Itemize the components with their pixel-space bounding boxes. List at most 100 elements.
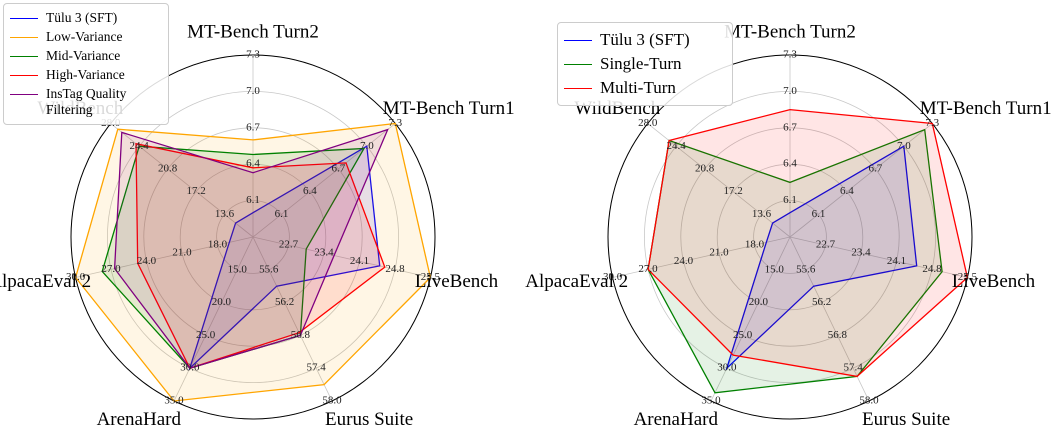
tick-label: 17.2 (723, 185, 742, 197)
series-polygon (647, 108, 969, 378)
tick-label: 56.2 (275, 296, 294, 308)
tick-label: 25.5 (421, 271, 441, 283)
axis-label: MT-Bench Turn2 (724, 21, 856, 42)
tick-label: 6.4 (840, 185, 854, 197)
tick-label: 24.8 (385, 263, 405, 275)
tick-label: 24.4 (130, 140, 150, 152)
tick-label: 30.0 (180, 362, 200, 374)
legend-label: Tülu 3 (SFT) (600, 30, 690, 49)
legend-label: High-Variance (46, 67, 125, 82)
axis-spoke (612, 236, 791, 278)
tick-label: 7.3 (925, 117, 939, 129)
tick-label: 35.0 (164, 395, 184, 407)
radar-chart: 6.1 6.4 6.7 7.0 7.3 6.1 6.4 6.7 7.0 7.3 22.7 23.4 24… (0, 21, 515, 430)
tick-label: 56.2 (812, 296, 831, 308)
tick-label: 6.1 (275, 208, 289, 220)
legend-label: Low-Variance (46, 29, 123, 44)
legend-item: High-Variance (10, 67, 162, 83)
legend-swatch (564, 64, 592, 65)
legend-label: InsTag Quality Filtering (46, 86, 127, 117)
legend-item: Mid-Variance (10, 48, 162, 64)
tick-label: 7.3 (246, 49, 260, 61)
tick-label: 58.0 (859, 395, 879, 407)
tick-label: 30.0 (717, 362, 737, 374)
axis-spoke (252, 123, 396, 238)
tick-label: 6.1 (246, 194, 260, 206)
tick-label: 20.0 (749, 296, 769, 308)
tick-label: 7.3 (783, 49, 797, 61)
axis-label: LiveBench (415, 271, 499, 292)
tick-label: 35.0 (701, 395, 721, 407)
legend-label: Multi-Turn (600, 78, 676, 97)
tick-label: 27.0 (101, 263, 121, 275)
tick-label: 55.6 (796, 263, 816, 275)
series-polygon (725, 145, 918, 371)
tick-label: 58.0 (322, 395, 342, 407)
axis-label: AlpacaEval 2 (525, 271, 628, 292)
axis-spoke (252, 236, 333, 402)
tick-label: 7.0 (360, 140, 374, 152)
legend-swatch (10, 18, 38, 19)
tick-label: 25.5 (958, 271, 978, 283)
tick-label: 13.6 (215, 208, 235, 220)
axis-spoke (252, 236, 431, 278)
axis-spoke (789, 236, 968, 278)
series-polygon (188, 145, 381, 371)
tick-label: 56.8 (291, 329, 311, 341)
legend-swatch (10, 94, 38, 95)
legend: Tülu 3 (SFT) Single-Turn Multi-Turn (557, 22, 733, 106)
tick-label: 7.3 (388, 117, 402, 129)
axis-label: MT-Bench Turn1 (383, 98, 515, 119)
tick-label: 55.6 (259, 263, 279, 275)
legend-item: Low-Variance (10, 29, 162, 45)
tick-label: 30.0 (603, 271, 623, 283)
legend-item: Tülu 3 (SFT) (564, 30, 726, 50)
axis-spoke (789, 236, 870, 402)
legend-item: Tülu 3 (SFT) (10, 10, 162, 26)
axis-label: Eurus Suite (862, 409, 950, 430)
legend-label: Mid-Variance (46, 48, 121, 63)
legend-swatch (10, 56, 38, 57)
legend-swatch (564, 88, 592, 89)
tick-label: 20.8 (695, 162, 715, 174)
axis-label: ArenaHard (634, 409, 719, 430)
tick-label: 15.0 (765, 263, 785, 275)
tick-label: 57.4 (844, 362, 864, 374)
tick-label: 23.4 (851, 247, 871, 259)
axis-spoke (647, 123, 791, 238)
legend-item: Single-Turn (564, 54, 726, 74)
tick-label: 25.0 (733, 329, 753, 341)
legend-item: Multi-Turn (564, 78, 726, 98)
tick-label: 6.4 (303, 185, 317, 197)
axis-label: MT-Bench Turn2 (187, 21, 319, 42)
series-polygon (74, 122, 432, 402)
axis-label: MT-Bench Turn1 (920, 98, 1052, 119)
tick-label: 24.0 (137, 255, 157, 267)
tick-label: 24.1 (887, 255, 906, 267)
tick-label: 18.0 (745, 239, 765, 251)
legend-swatch (10, 37, 38, 38)
tick-label: 24.1 (350, 255, 369, 267)
tick-label: 20.8 (158, 162, 178, 174)
legend: Tülu 3 (SFT) Low-Variance Mid-Variance High… (3, 3, 169, 125)
axis-spoke (110, 123, 254, 238)
tick-label: 23.4 (314, 247, 334, 259)
axis-spoke (789, 123, 933, 238)
tick-label: 30.0 (66, 271, 86, 283)
tick-label: 7.0 (246, 85, 260, 97)
legend-item: InsTag Quality Filtering (10, 86, 162, 118)
legend-swatch (10, 75, 38, 76)
tick-label: 13.6 (752, 208, 772, 220)
tick-label: 57.4 (307, 362, 327, 374)
axis-spoke (710, 236, 791, 402)
tick-label: 21.0 (709, 247, 729, 259)
tick-label: 20.0 (212, 296, 232, 308)
tick-label: 6.4 (246, 158, 260, 170)
tick-label: 24.0 (674, 255, 694, 267)
tick-label: 6.1 (783, 194, 797, 206)
series-polygon (135, 142, 386, 369)
axis-spoke (75, 236, 254, 278)
legend-label: Single-Turn (600, 54, 682, 73)
